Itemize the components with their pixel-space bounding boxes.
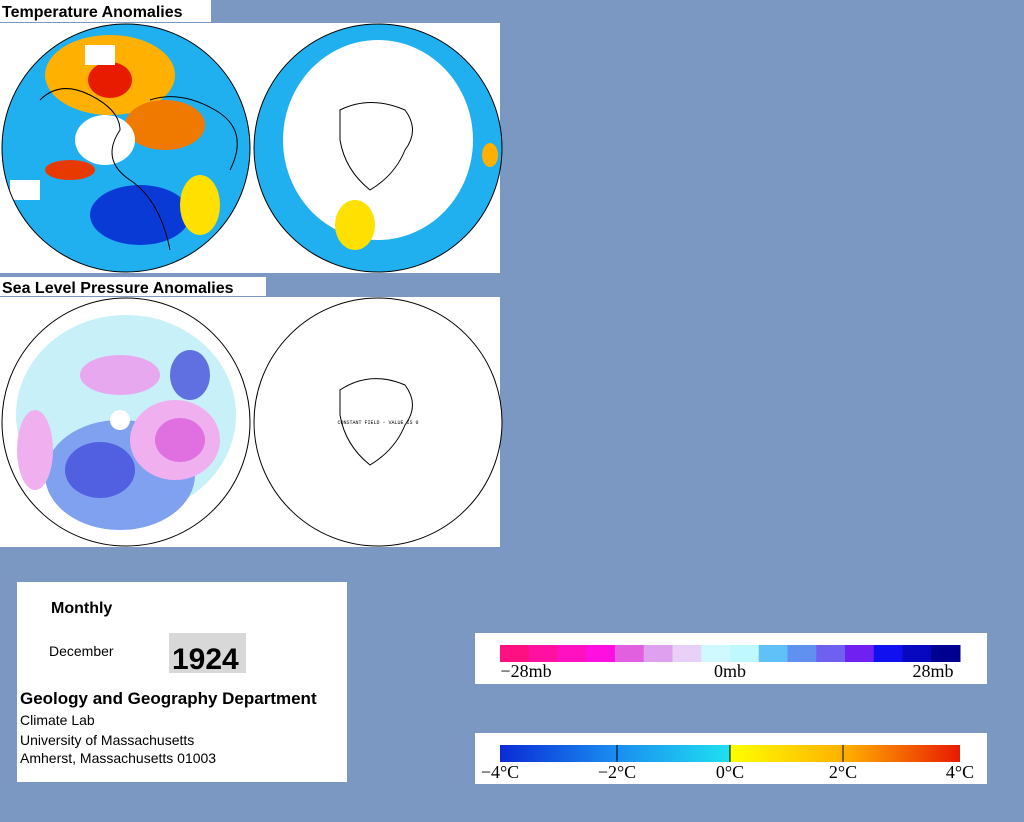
panel-title: Sea Level Pressure Anomalies	[2, 280, 234, 297]
panel-title: Temperature Anomalies	[2, 4, 183, 21]
year-bg	[169, 633, 246, 673]
title-bg	[0, 0, 211, 22]
title-bg	[0, 277, 266, 296]
color-step	[672, 645, 702, 662]
info-line: Amherst, Massachusetts 01003	[20, 750, 216, 766]
scale-label: −2°C	[598, 762, 636, 782]
color-step	[500, 645, 530, 662]
color-step	[845, 645, 875, 662]
year: 1924	[172, 643, 239, 676]
scale-label: 4°C	[946, 762, 974, 782]
scale-label: 28mb	[912, 661, 953, 681]
scale-label: −28mb	[500, 661, 551, 681]
scale-label: 0°C	[716, 762, 744, 782]
color-step	[873, 645, 903, 662]
color-step	[528, 645, 558, 662]
info-box	[17, 582, 347, 782]
scale-label: 2°C	[829, 762, 857, 782]
map-south	[254, 24, 502, 272]
map-note: CONSTANT FIELD - VALUE IS 0	[337, 420, 418, 426]
month: December	[49, 643, 114, 659]
color-step	[758, 645, 788, 662]
color-step	[931, 645, 961, 662]
scale-label: 0mb	[714, 661, 746, 681]
color-step	[816, 645, 846, 662]
map-north-slp	[2, 298, 250, 546]
map-north	[2, 24, 250, 272]
color-step	[730, 645, 760, 662]
color-step	[643, 645, 673, 662]
color-step	[902, 645, 932, 662]
pressure-colorbar	[500, 645, 961, 662]
color-step	[586, 645, 616, 662]
period: Monthly	[51, 600, 112, 617]
color-step	[615, 645, 645, 662]
color-step	[557, 645, 587, 662]
info-line: University of Massachusetts	[20, 732, 194, 748]
map-south-slp	[253, 297, 503, 547]
info-line: Climate Lab	[20, 712, 95, 728]
scale-label: −4°C	[481, 762, 519, 782]
color-step	[787, 645, 817, 662]
color-step	[701, 645, 731, 662]
scale-ticks	[616, 745, 844, 762]
department: Geology and Geography Department	[20, 689, 317, 708]
